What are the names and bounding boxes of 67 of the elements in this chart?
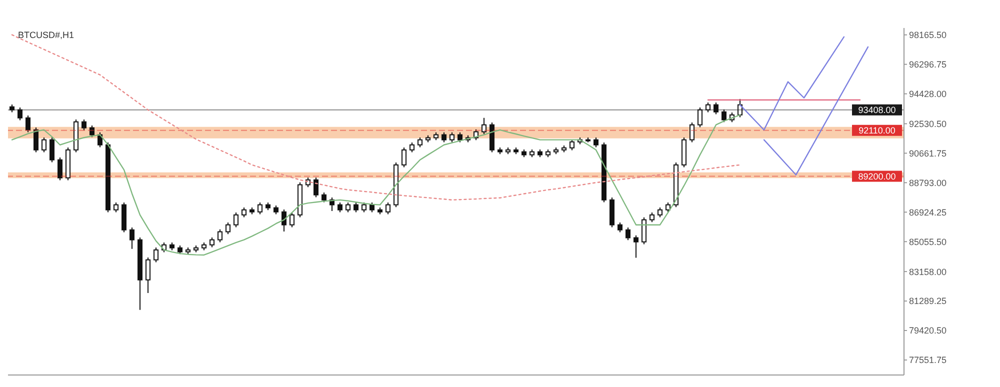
y-tick-label: 79420.50 bbox=[909, 326, 947, 336]
candlestick bbox=[42, 136, 46, 153]
candlestick bbox=[618, 222, 622, 233]
candlestick bbox=[410, 142, 414, 153]
candlestick bbox=[714, 102, 718, 115]
candlestick bbox=[386, 202, 390, 215]
y-tick-label: 90661.75 bbox=[909, 148, 947, 158]
candlestick bbox=[146, 256, 150, 294]
candlestick bbox=[210, 236, 214, 248]
y-tick-label: 81289.25 bbox=[909, 296, 947, 306]
candlestick bbox=[690, 122, 694, 143]
candlestick bbox=[154, 247, 158, 263]
candlestick bbox=[354, 202, 358, 213]
candlestick bbox=[418, 136, 422, 148]
y-tick-label: 86924.25 bbox=[909, 207, 947, 218]
candlestick bbox=[698, 106, 702, 128]
candlestick bbox=[642, 216, 646, 245]
candlestick bbox=[130, 227, 134, 250]
candlestick bbox=[450, 132, 454, 143]
line-series bbox=[739, 36, 845, 130]
candlestick bbox=[314, 177, 318, 198]
ref-line-label: 89200.00 bbox=[858, 171, 896, 182]
candlestick bbox=[658, 206, 662, 218]
candlestick bbox=[650, 212, 654, 223]
candlestick bbox=[458, 132, 462, 143]
y-tick-label: 94428.00 bbox=[909, 89, 947, 99]
candlestick bbox=[626, 227, 630, 241]
candlestick bbox=[234, 212, 238, 228]
candlestick bbox=[50, 136, 54, 163]
chart-title: BTCUSD#,H1 bbox=[18, 30, 74, 40]
candlestick bbox=[82, 118, 86, 131]
candlestick bbox=[18, 106, 22, 121]
candlestick bbox=[218, 228, 222, 243]
candlestick bbox=[306, 177, 310, 188]
candlestick bbox=[282, 209, 286, 232]
y-tick-label: 83158.00 bbox=[909, 266, 947, 277]
ref-line-label: 93408.00 bbox=[858, 105, 896, 116]
y-tick-label: 92530.50 bbox=[909, 118, 947, 129]
candlestick bbox=[722, 109, 726, 123]
ref-line-label: 92110.00 bbox=[858, 126, 896, 136]
candlestick bbox=[338, 202, 342, 213]
y-tick-label: 98165.50 bbox=[909, 30, 947, 40]
candlestick bbox=[706, 102, 710, 113]
candlestick bbox=[666, 202, 670, 213]
y-tick-label: 96296.75 bbox=[909, 60, 947, 70]
candlestick bbox=[570, 139, 574, 151]
candlestick bbox=[58, 156, 62, 181]
candlestick bbox=[26, 115, 30, 133]
candlestick bbox=[90, 124, 94, 138]
candlestick bbox=[322, 192, 326, 203]
candlestick bbox=[370, 202, 374, 213]
candlestick bbox=[290, 212, 294, 228]
candlestick bbox=[362, 202, 366, 213]
candlestick bbox=[114, 202, 118, 213]
y-tick-label: 88793.00 bbox=[909, 178, 947, 188]
y-tick-label: 77551.75 bbox=[909, 355, 947, 366]
candlestick bbox=[634, 234, 638, 258]
y-tick-label: 85055.50 bbox=[909, 236, 947, 247]
candlestick bbox=[34, 127, 38, 153]
candlestick bbox=[242, 206, 246, 218]
candlestick bbox=[594, 136, 598, 148]
candlestick bbox=[402, 147, 406, 168]
candlestick bbox=[258, 202, 262, 215]
candlestick bbox=[346, 202, 350, 213]
candlestick bbox=[482, 117, 486, 135]
candlestick bbox=[226, 222, 230, 235]
candlestick bbox=[442, 132, 446, 143]
